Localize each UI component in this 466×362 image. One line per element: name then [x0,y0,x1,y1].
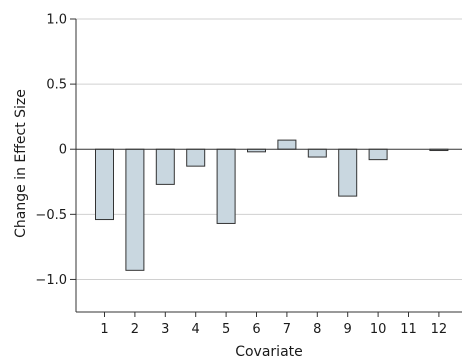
x-tick-label: 2 [131,322,139,337]
x-tick-label: 11 [400,322,417,337]
bar [155,148,175,185]
x-tick-label: 10 [370,322,387,337]
bar [338,148,358,197]
bar [368,148,388,161]
y-tick-labels: 1.0 0.5 0 −0.5 −1.0 [35,13,76,288]
y-tick-label: 0 [59,143,67,158]
y-axis-title: Change in Effect Size [13,89,29,238]
y-tick-label: 0.5 [46,78,67,93]
x-tick-label: 4 [192,322,200,337]
bar [95,148,114,221]
bar [216,148,236,224]
y-tick-label: −0.5 [35,208,67,223]
bar [277,139,297,150]
x-axis-title: Covariate [235,344,303,360]
bar [307,148,327,158]
x-tick-label: 6 [252,322,260,337]
x-tick-label: 8 [313,322,321,337]
y-tick-label: −1.0 [35,273,67,288]
x-tick-label: 7 [283,322,291,337]
bar [186,148,206,167]
x-tick-label: 12 [431,322,448,337]
x-tick-label: 1 [100,322,108,337]
x-tick-label: 9 [344,322,352,337]
y-tick-label: 1.0 [46,13,67,28]
x-tick-labels: 1 2 3 4 5 6 7 8 9 10 11 12 [100,312,447,337]
bar [125,148,145,271]
x-tick-label: 3 [161,322,169,337]
x-tick-label: 5 [222,322,230,337]
bars [95,139,449,271]
axes [75,19,462,313]
